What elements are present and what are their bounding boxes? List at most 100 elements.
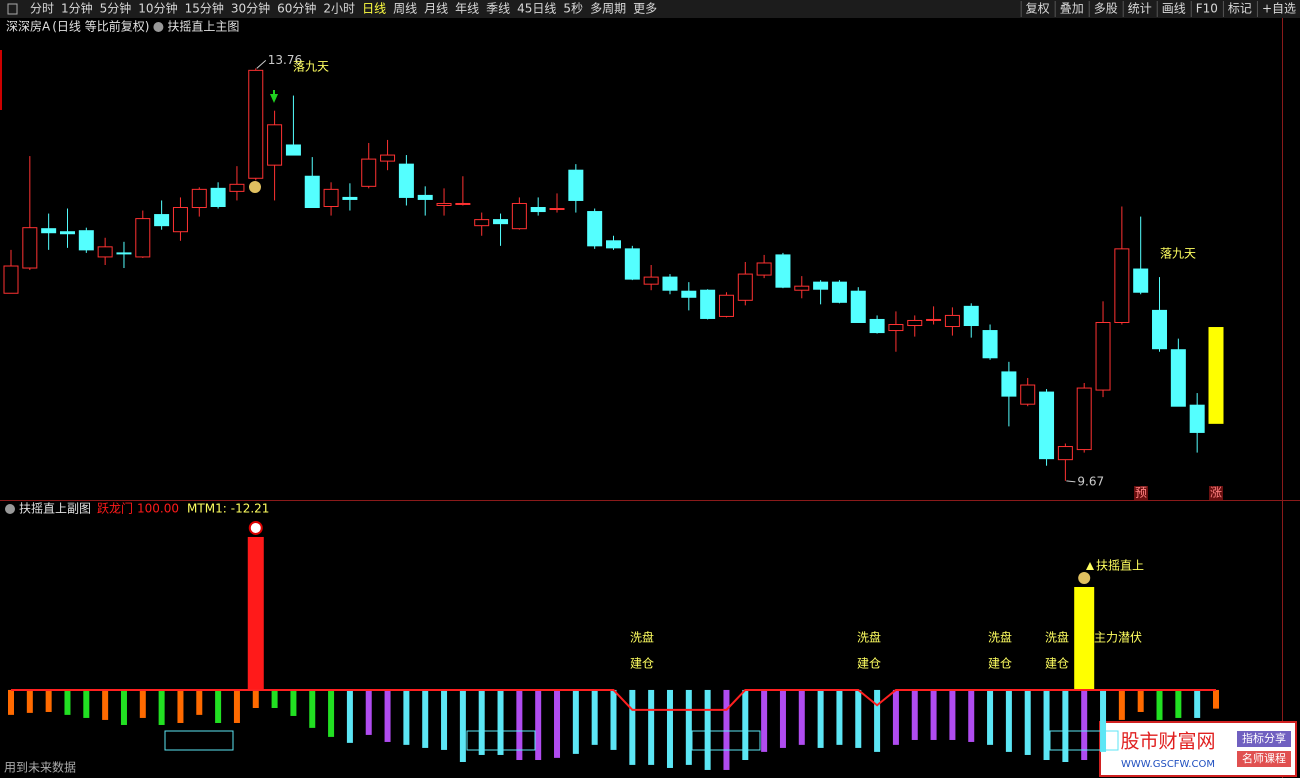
- candle-body: [248, 69, 264, 179]
- low-label: 9.67: [1077, 474, 1104, 488]
- candle-body: [455, 202, 471, 205]
- period-tab[interactable]: 5秒: [563, 2, 583, 16]
- signal-text: 扶摇直上: [1096, 558, 1144, 573]
- period-tab[interactable]: 月线: [424, 2, 448, 16]
- period-tab[interactable]: 分时: [30, 2, 54, 16]
- mtm-bar: [309, 689, 316, 728]
- mtm-bar: [8, 689, 14, 715]
- legend-name: 跃龙门: [97, 501, 133, 516]
- mtm-bar: [798, 689, 805, 745]
- outline-box: [466, 730, 536, 751]
- mtm-bar: [987, 689, 994, 745]
- period-tab[interactable]: 10分钟: [138, 1, 177, 16]
- marker-box: [1209, 486, 1223, 500]
- menu-icon[interactable]: [7, 3, 18, 15]
- candle-body: [756, 262, 772, 276]
- candle-body: [1076, 387, 1092, 451]
- period-tab[interactable]: 季线: [486, 2, 510, 16]
- candle-body: [1208, 327, 1224, 424]
- candle-body: [982, 330, 998, 359]
- mtm-bar: [497, 689, 504, 755]
- candle-body: [191, 188, 207, 209]
- mtm-bar: [384, 689, 391, 742]
- toggle-icon[interactable]: [5, 504, 15, 514]
- tool-button[interactable]: 统计: [1128, 2, 1152, 16]
- mtm-bar: [629, 689, 636, 765]
- signal-text: 建仓: [857, 657, 881, 671]
- tool-button[interactable]: 叠加: [1060, 2, 1084, 16]
- signal-text: 建仓: [988, 657, 1012, 671]
- tool-button[interactable]: 画线: [1162, 2, 1186, 16]
- mtm-bar: [328, 689, 335, 737]
- legend-value: 100.00: [137, 502, 179, 516]
- period-tab[interactable]: 1分钟: [61, 1, 93, 16]
- period-tab[interactable]: 日线: [362, 2, 386, 16]
- candle-body: [794, 285, 810, 291]
- candle-body: [229, 183, 245, 192]
- candle-body: [681, 290, 697, 298]
- candle-body: [1039, 391, 1055, 460]
- mtm-bar: [346, 689, 353, 743]
- candle-body: [888, 324, 904, 332]
- mtm-bar: [723, 689, 730, 770]
- signal-text: 洗盘: [988, 630, 1012, 645]
- mtm-bar: [271, 689, 278, 708]
- candle-body: [97, 246, 113, 258]
- candle-body: [380, 154, 396, 162]
- mtm-bar: [1062, 689, 1069, 762]
- mtm-bar: [26, 689, 33, 713]
- low-pointer: [1066, 480, 1076, 483]
- mtm-bar: [459, 689, 466, 762]
- tool-button[interactable]: 标记: [1228, 2, 1252, 16]
- mtm-bar: [102, 689, 109, 720]
- watermark-tag-bg: [1237, 751, 1291, 767]
- mtm-bar: [685, 689, 692, 765]
- candle-body: [1152, 309, 1168, 350]
- period-tab[interactable]: 60分钟: [277, 1, 316, 16]
- candle-body: [398, 163, 414, 198]
- mtm-bar: [1156, 689, 1163, 720]
- period-tab[interactable]: 45日线: [517, 2, 556, 16]
- mtm-bar: [535, 689, 542, 761]
- period-tab[interactable]: 多周期: [590, 2, 626, 16]
- candle-body: [831, 281, 847, 303]
- outline-box: [1049, 730, 1119, 751]
- candle-body: [624, 248, 640, 280]
- period-tab[interactable]: 30分钟: [231, 1, 270, 16]
- mtm-bar: [779, 689, 786, 748]
- spike-bar: [247, 536, 264, 690]
- mtm-bar: [252, 689, 259, 708]
- tool-button[interactable]: F10: [1196, 2, 1218, 16]
- period-tab[interactable]: 年线: [455, 2, 479, 16]
- candle-body: [116, 252, 132, 255]
- marker-text: 预: [1135, 486, 1147, 500]
- period-tab[interactable]: 2小时: [323, 2, 355, 16]
- tool-button[interactable]: +自选: [1262, 2, 1296, 16]
- candle-body: [1114, 248, 1130, 323]
- period-tab[interactable]: 周线: [393, 2, 417, 16]
- toggle-icon[interactable]: [153, 22, 164, 32]
- tool-button[interactable]: 多股: [1094, 2, 1118, 16]
- mtm-bar: [591, 689, 598, 745]
- marker-text: 涨: [1210, 485, 1222, 500]
- marker-box: [1134, 486, 1148, 500]
- signal-text: 落九天: [1160, 247, 1196, 261]
- mtm-bar: [1213, 689, 1219, 709]
- period-tab[interactable]: 15分钟: [185, 1, 224, 16]
- candle-body: [587, 211, 603, 247]
- mtm-bar: [949, 689, 956, 740]
- mtm-bar: [930, 689, 937, 740]
- mtm-bar: [1118, 689, 1125, 720]
- mtm-bar: [45, 689, 52, 712]
- legend-value: -12.21: [231, 502, 270, 516]
- legend-name: MTM1:: [187, 502, 227, 516]
- mtm-bar: [911, 689, 918, 740]
- candle-body: [3, 265, 19, 294]
- candle-body: [549, 208, 565, 211]
- symbol: 深深房A: [6, 19, 51, 34]
- period-tab[interactable]: 更多: [633, 2, 657, 16]
- tool-button[interactable]: 复权: [1026, 2, 1050, 16]
- period-tab[interactable]: 5分钟: [100, 1, 132, 16]
- candle-body: [718, 294, 734, 317]
- candle-body: [1001, 371, 1017, 397]
